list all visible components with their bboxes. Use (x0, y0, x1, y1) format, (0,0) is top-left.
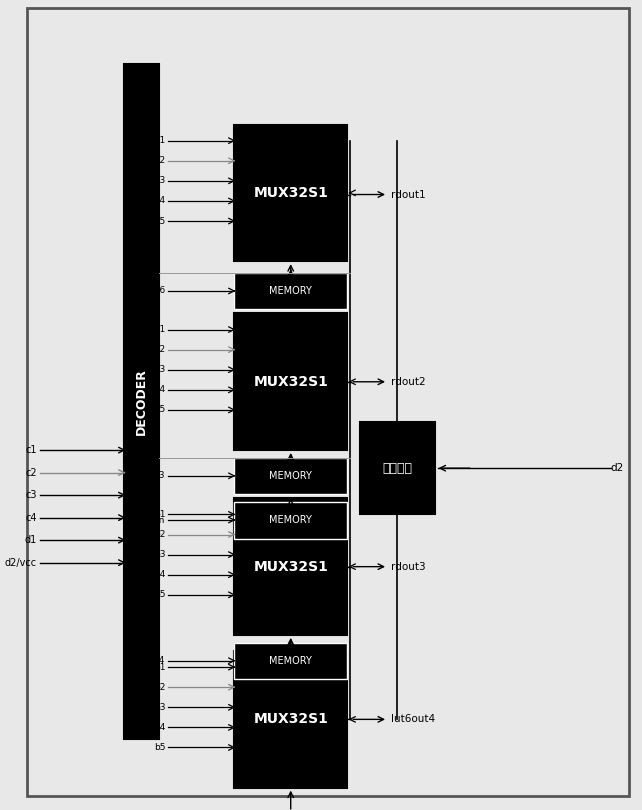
Text: MEMORY: MEMORY (269, 656, 312, 666)
Text: a3: a3 (154, 365, 165, 374)
Text: MUX32S1: MUX32S1 (254, 560, 328, 573)
Text: b3: b3 (154, 550, 165, 559)
Text: b4: b4 (154, 570, 165, 579)
Text: d2/vcc: d2/vcc (4, 557, 37, 568)
Text: b2: b2 (154, 683, 165, 692)
Text: b4: b4 (154, 723, 165, 732)
Text: a4: a4 (154, 386, 165, 394)
FancyBboxPatch shape (125, 64, 159, 740)
Text: rdout3: rdout3 (391, 561, 426, 572)
Text: a5: a5 (154, 406, 165, 415)
Text: a6: a6 (154, 287, 165, 296)
Text: d1: d1 (24, 535, 37, 545)
Text: b1: b1 (154, 663, 165, 671)
Text: a3: a3 (154, 177, 165, 185)
Text: a4: a4 (154, 197, 165, 206)
Text: a2: a2 (154, 345, 165, 354)
Text: DECODER: DECODER (135, 369, 148, 435)
Text: MEMORY: MEMORY (269, 471, 312, 481)
Text: MUX32S1: MUX32S1 (254, 712, 328, 727)
Text: b5: b5 (154, 590, 165, 599)
Text: rdout2: rdout2 (391, 377, 426, 387)
Text: f7in: f7in (148, 515, 165, 525)
FancyBboxPatch shape (234, 498, 347, 635)
FancyBboxPatch shape (234, 651, 347, 787)
FancyBboxPatch shape (234, 313, 347, 450)
FancyBboxPatch shape (234, 273, 347, 309)
Text: b2: b2 (154, 530, 165, 539)
Text: d2: d2 (610, 463, 623, 473)
Text: rdout1: rdout1 (391, 190, 426, 199)
Text: a2: a2 (154, 156, 165, 165)
FancyBboxPatch shape (234, 125, 347, 261)
FancyBboxPatch shape (234, 643, 347, 679)
Text: lut6out4: lut6out4 (391, 714, 435, 724)
Text: d3: d3 (154, 471, 165, 480)
Text: MUX32S1: MUX32S1 (254, 186, 328, 200)
Text: MUX32S1: MUX32S1 (254, 375, 328, 389)
Text: d4: d4 (154, 656, 165, 665)
Text: b1: b1 (154, 510, 165, 519)
Text: c3: c3 (25, 490, 37, 500)
Text: a1: a1 (154, 325, 165, 334)
Text: c4: c4 (25, 513, 37, 522)
Text: b5: b5 (154, 743, 165, 752)
Text: c1: c1 (25, 446, 37, 455)
Text: a5: a5 (154, 216, 165, 225)
Text: 字节使能: 字节使能 (383, 462, 412, 475)
Text: MEMORY: MEMORY (269, 515, 312, 526)
Text: MEMORY: MEMORY (269, 287, 312, 296)
Text: b3: b3 (154, 703, 165, 712)
Text: c2: c2 (25, 467, 37, 478)
Text: a1: a1 (154, 136, 165, 145)
FancyBboxPatch shape (360, 422, 435, 514)
FancyBboxPatch shape (234, 458, 347, 494)
FancyBboxPatch shape (234, 502, 347, 539)
